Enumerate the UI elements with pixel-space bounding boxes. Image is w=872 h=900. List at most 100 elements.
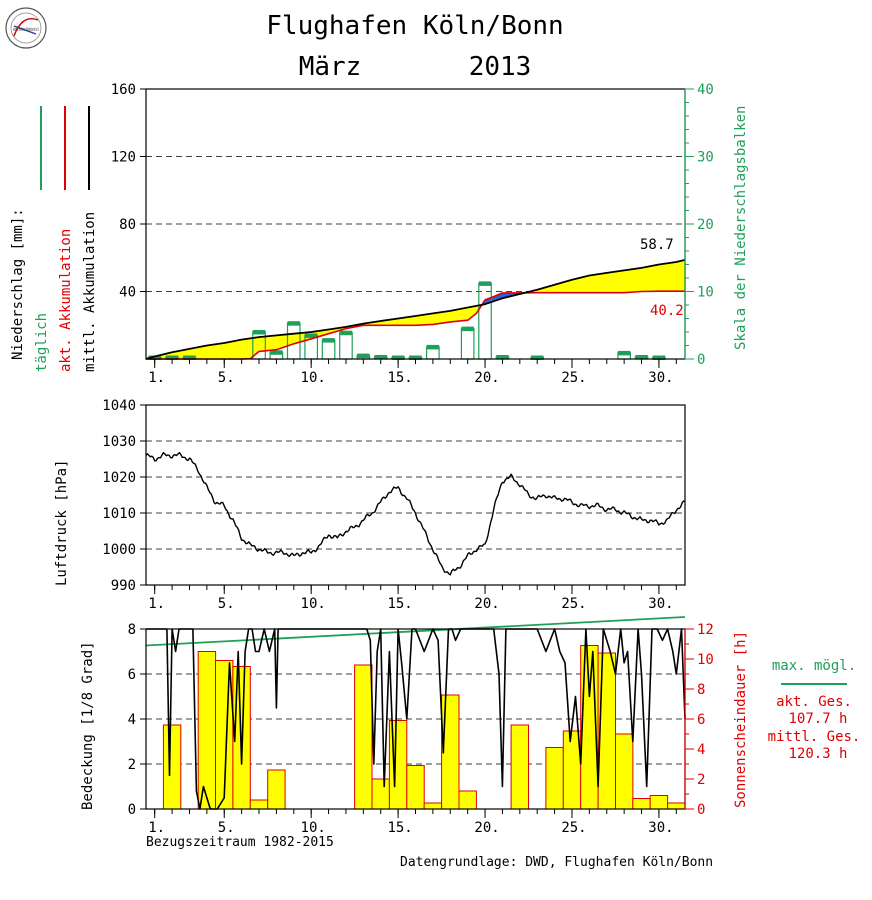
deficit-fill [523,259,685,294]
sunshine-bar [267,769,286,810]
daily-precip-bar-cap [617,350,631,356]
sunshine-bar [510,724,530,810]
daily-precip-bar [321,339,336,360]
right-tick-label: 20 [697,217,714,233]
sunshine-bar [249,799,269,810]
x-tick-label: 20. [474,820,499,836]
right-tick-label: 8 [697,682,705,698]
x-tick-label: 25. [561,596,586,612]
max-possible-sunshine-line [145,616,686,647]
daily-precip-bar-cap [652,355,666,360]
y-tick-label: 40 [119,285,136,301]
daily-precip-bar-cap [635,355,648,360]
x-tick-label: 5. [218,820,235,836]
y-tick-label: 4 [128,712,136,728]
daily-precip-bar-cap [409,355,422,360]
y-tick-label: 120 [111,150,136,166]
pressure-grid [146,440,685,550]
x-tick-label: 15. [387,820,412,836]
y-tick-label: 6 [128,667,136,683]
right-tick-label: 40 [697,82,714,98]
title-station: Flughafen Köln/Bonn [266,11,563,41]
x-tick-label: 15. [387,596,412,612]
pressure-line [145,451,686,576]
daily-precip-bar-cap [322,338,335,343]
sunshine-axes: 0 2 4 6 8 1. 5. 10. 15. 20. 25. 30. 0 2 4 6 8 10 12 [128,622,714,836]
y-tick-label: 1040 [102,398,136,414]
x-tick-label: 1. [148,370,165,386]
precip-ylabel-mean: mittl. Akkumulation [82,212,98,372]
y-tick-label: 0 [128,802,136,818]
daily-precip-bar-cap [304,333,318,338]
data-source: Datengrundlage: DWD, Flughafen Köln/Bonn [400,855,713,870]
title-year: 2013 [469,52,532,82]
x-tick-label: 1. [148,596,165,612]
sunshine-bar [632,798,651,810]
x-tick-label: 10. [301,820,326,836]
legend-mittl-value: 120.3 h [788,746,847,762]
precipitation-grid [146,156,685,292]
x-tick-label: 20. [474,370,499,386]
daily-precip-bar-cap [148,355,161,360]
x-tick-label: 25. [561,370,586,386]
x-tick-label: 30. [648,820,673,836]
legend-mittl-label: mittl. Ges. [768,729,861,745]
daily-precip-bar-cap [391,355,405,360]
x-tick-label: 30. [648,370,673,386]
precip-ylabel-right: Skala der Niederschlagsbalken [733,106,749,350]
x-tick-label: 10. [301,370,326,386]
cloud-and-max-lines [145,616,686,810]
y-tick-label: 1000 [102,542,136,558]
sunshine-cloud-panel: 0 2 4 6 8 1. 5. 10. 15. 20. 25. 30. 0 2 4 6 8 10 12 Bedeck… [80,616,861,836]
sunshine-bar [354,664,373,810]
sunshine-bar [197,651,217,810]
daily-precip-bar-cap [357,353,370,359]
sunshine-bar [162,724,182,810]
y-tick-label: 990 [111,578,136,594]
daily-precip-bar-cap [496,355,509,360]
sunshine-bar [667,802,686,810]
sunshine-bar [423,802,443,810]
right-tick-label: 4 [697,742,705,758]
daily-precip-bar-cap [183,355,196,360]
sunshine-bar [545,747,564,810]
logo-icon: Verein Berliner Wetterkarte e.V. [5,7,47,49]
daily-precip-bar-cap [374,355,387,360]
x-tick-label: 30. [648,596,673,612]
legend-max-possible: max. mögl. [772,658,856,674]
y-tick-label: 80 [119,217,136,233]
daily-precip-bar-cap [339,330,353,336]
right-tick-label: 0 [697,802,705,818]
y-tick-label: 2 [128,757,136,773]
daily-precip-bar-cap [461,326,474,332]
y-tick-label: 1030 [102,434,136,450]
daily-precip-bar-cap [478,281,492,286]
pressure-panel: 990 1000 1010 1020 1030 1040 1. 5. 10. 15. 20. 25. 3… [54,398,686,612]
right-tick-label: 10 [697,652,714,668]
right-tick-label: 30 [697,150,714,166]
sunshine-bar [458,790,477,810]
x-tick-label: 1. [148,820,165,836]
right-tick-label: 0 [697,352,705,368]
mean-accumulation-line [145,259,686,360]
pressure-ylabel: Luftdruck [hPa] [54,460,70,586]
x-tick-label: 25. [561,820,586,836]
y-tick-label: 1020 [102,470,136,486]
pressure-axes: 990 1000 1010 1020 1030 1040 1. 5. 10. 15. 20. 25. 3… [102,398,686,612]
precip-ylabel-main: Niederschlag [mm]: [10,208,26,360]
sunshine-bar [649,795,669,810]
x-tick-label: 15. [387,370,412,386]
precip-ylabel-daily: täglich [34,313,50,372]
right-tick-label: 10 [697,285,714,301]
precipitation-panel: 40 80 120 160 1. 5. 10. 15. 20. 25. 30. 0 10 20 30 40 5… [10,82,749,386]
daily-precip-bar-cap [270,350,283,355]
daily-precip-bar [460,328,475,360]
legend-akt-value: 107.7 h [788,711,847,727]
right-tick-label: 6 [697,712,705,728]
sunshine-bars [162,645,686,810]
sunshine-ylabel-right: Sonnenscheindauer [h] [733,631,749,808]
sunshine-bar [406,765,425,810]
plot-frame [145,404,686,586]
